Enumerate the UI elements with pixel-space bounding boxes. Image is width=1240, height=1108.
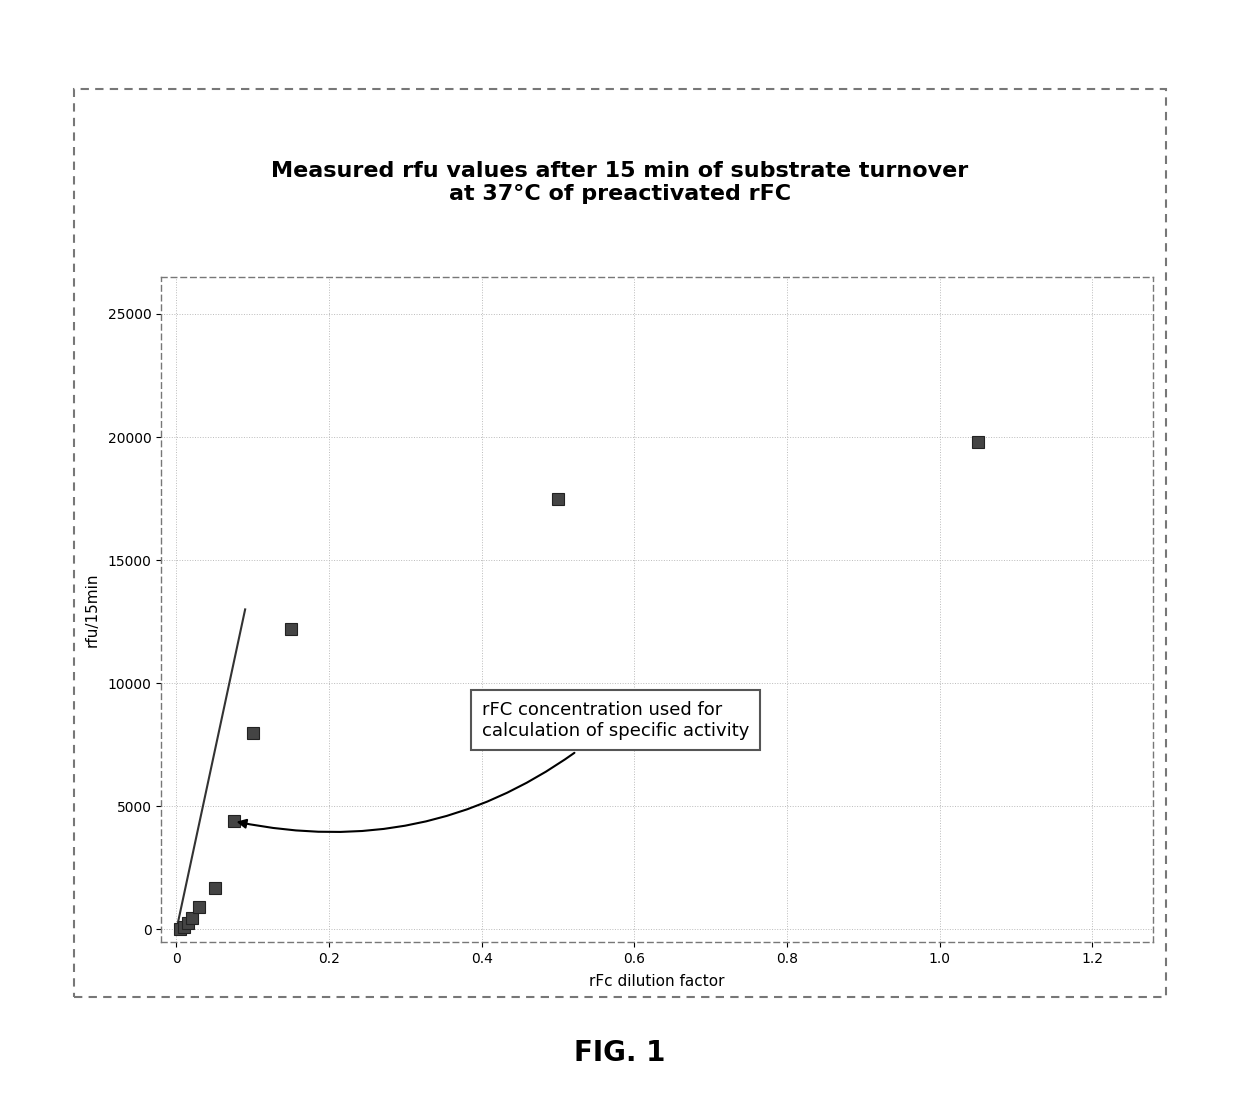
Text: FIG. 1: FIG. 1	[574, 1038, 666, 1067]
Text: rFC concentration used for
calculation of specific activity: rFC concentration used for calculation o…	[238, 700, 749, 832]
X-axis label: rFc dilution factor: rFc dilution factor	[589, 974, 725, 988]
Text: Measured rfu values after 15 min of substrate turnover
at 37°C of preactivated r: Measured rfu values after 15 min of subs…	[272, 162, 968, 204]
Y-axis label: rfu/15min: rfu/15min	[84, 572, 99, 647]
